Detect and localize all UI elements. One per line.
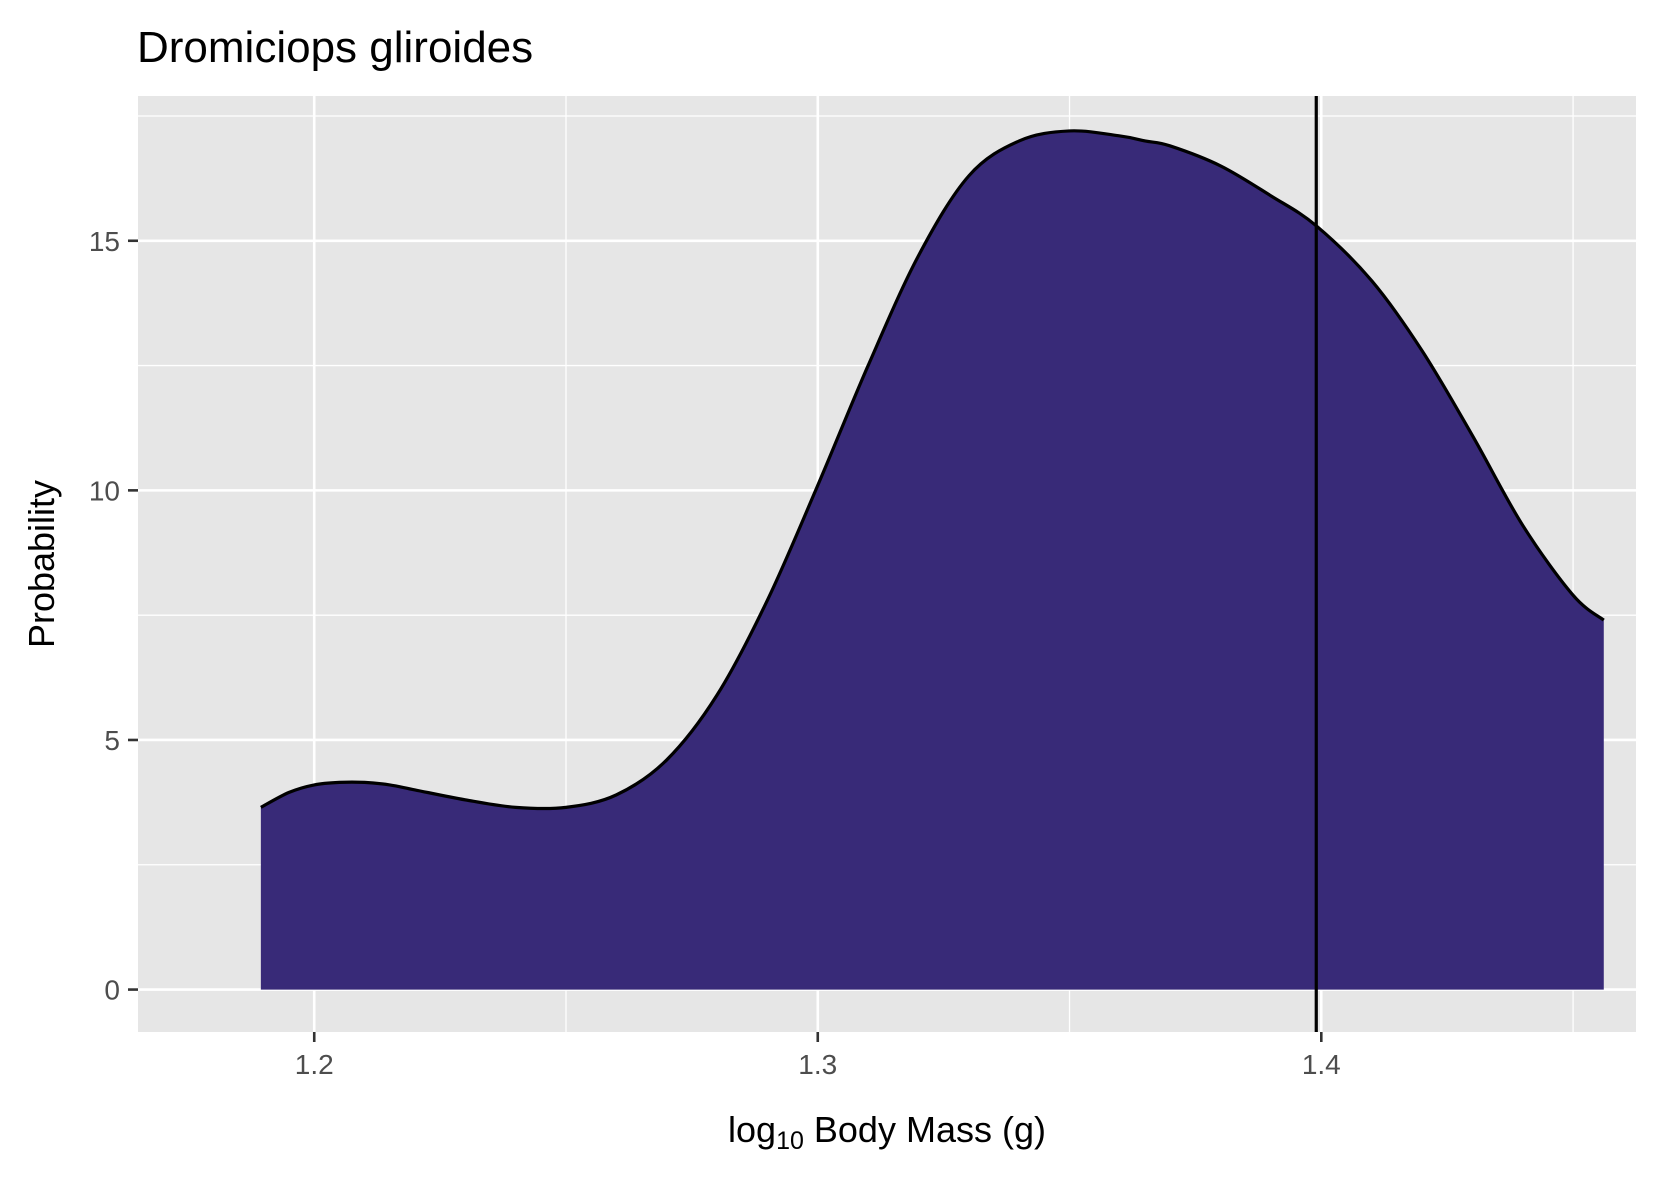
y-tick-label: 15 [89, 226, 120, 257]
x-axis: 1.2 1.3 1.4 [295, 1032, 1341, 1080]
chart-title: Dromiciops gliroides [137, 23, 533, 72]
density-line [260, 129, 1605, 811]
density-area [260, 130, 1604, 990]
y-axis-title: Probability [21, 480, 62, 648]
x-tick-label: 1.3 [798, 1049, 837, 1080]
y-axis: 0 5 10 15 [89, 226, 138, 1006]
y-tick-label: 5 [104, 725, 120, 756]
x-tick-label: 1.2 [295, 1049, 334, 1080]
series-layer [260, 129, 1605, 990]
y-tick-label: 10 [89, 475, 120, 506]
y-tick-label: 0 [104, 975, 120, 1006]
x-axis-title: log10 Body Mass (g) [728, 1109, 1046, 1155]
x-tick-label: 1.4 [1302, 1049, 1341, 1080]
